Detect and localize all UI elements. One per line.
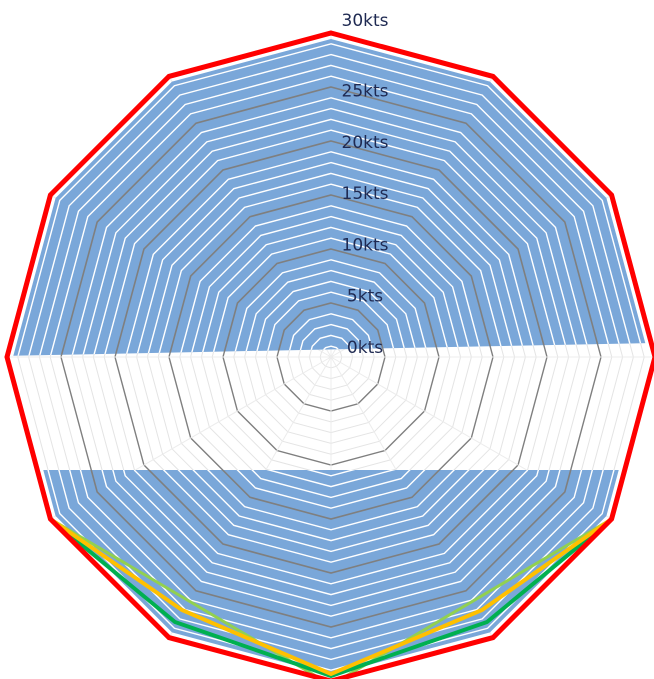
minor-gridline bbox=[135, 161, 527, 356]
minor-gridline bbox=[135, 470, 527, 553]
minor-gridline bbox=[157, 183, 505, 356]
minor-gridline bbox=[125, 470, 537, 563]
minor-gridline bbox=[92, 470, 570, 596]
minor-gridline bbox=[200, 226, 462, 356]
major-gridline bbox=[168, 470, 494, 520]
minor-gridline bbox=[146, 470, 516, 542]
major-gridline bbox=[60, 470, 602, 628]
minor-gridline bbox=[103, 129, 559, 356]
minor-gridline bbox=[265, 291, 397, 356]
minor-gridline bbox=[297, 323, 365, 356]
minor-gridline bbox=[179, 470, 483, 509]
minor-gridline bbox=[125, 151, 537, 356]
minor-gridline bbox=[146, 172, 516, 356]
minor-gridline bbox=[200, 470, 462, 488]
radial-tick-label: 30kts bbox=[342, 11, 389, 31]
minor-gridline bbox=[189, 470, 473, 499]
lower-blue-region bbox=[6, 470, 654, 679]
blue-fill bbox=[13, 470, 649, 675]
minor-gridline bbox=[27, 470, 635, 661]
minor-gridline bbox=[38, 64, 624, 356]
radial-tick-label: 25kts bbox=[342, 82, 389, 102]
minor-gridline bbox=[17, 470, 645, 671]
major-gridline bbox=[276, 302, 386, 356]
minor-gridline bbox=[17, 43, 645, 356]
blue-fill bbox=[13, 39, 649, 356]
major-gridline bbox=[60, 86, 602, 356]
minor-gridline bbox=[211, 470, 451, 477]
series-yellow-line bbox=[49, 517, 613, 677]
minor-gridline bbox=[81, 107, 581, 356]
minor-gridline bbox=[71, 97, 591, 356]
minor-gridline bbox=[49, 470, 613, 639]
series-red-polygon bbox=[4, 30, 654, 679]
major-gridline bbox=[114, 470, 548, 574]
minor-gridline bbox=[103, 470, 559, 585]
major-gridline bbox=[114, 140, 548, 356]
major-gridline bbox=[222, 248, 440, 356]
minor-gridline bbox=[233, 259, 429, 356]
minor-gridline bbox=[49, 75, 613, 356]
radial-tick-label: 15kts bbox=[342, 184, 389, 204]
minor-gridline bbox=[38, 470, 624, 650]
minor-gridline bbox=[179, 205, 483, 356]
minor-gridline bbox=[189, 215, 473, 356]
radial-tick-label: 10kts bbox=[342, 235, 389, 255]
minor-gridline bbox=[308, 334, 354, 356]
minor-gridline bbox=[243, 269, 419, 356]
minor-gridline bbox=[92, 118, 570, 356]
major-gridline bbox=[168, 194, 494, 356]
upper-blue-region bbox=[6, 32, 654, 356]
radial-tick-label: 5kts bbox=[347, 287, 383, 307]
minor-gridline bbox=[27, 53, 635, 356]
radial-tick-label: 0kts bbox=[347, 338, 383, 358]
minor-gridline bbox=[81, 470, 581, 607]
minor-gridline bbox=[157, 470, 505, 531]
minor-gridline bbox=[287, 313, 375, 356]
series-lightgreen-line bbox=[49, 517, 613, 679]
minor-gridline bbox=[254, 280, 408, 356]
minor-gridline bbox=[71, 470, 591, 617]
minor-gridline bbox=[211, 237, 451, 356]
radial-tick-label: 20kts bbox=[342, 133, 389, 153]
